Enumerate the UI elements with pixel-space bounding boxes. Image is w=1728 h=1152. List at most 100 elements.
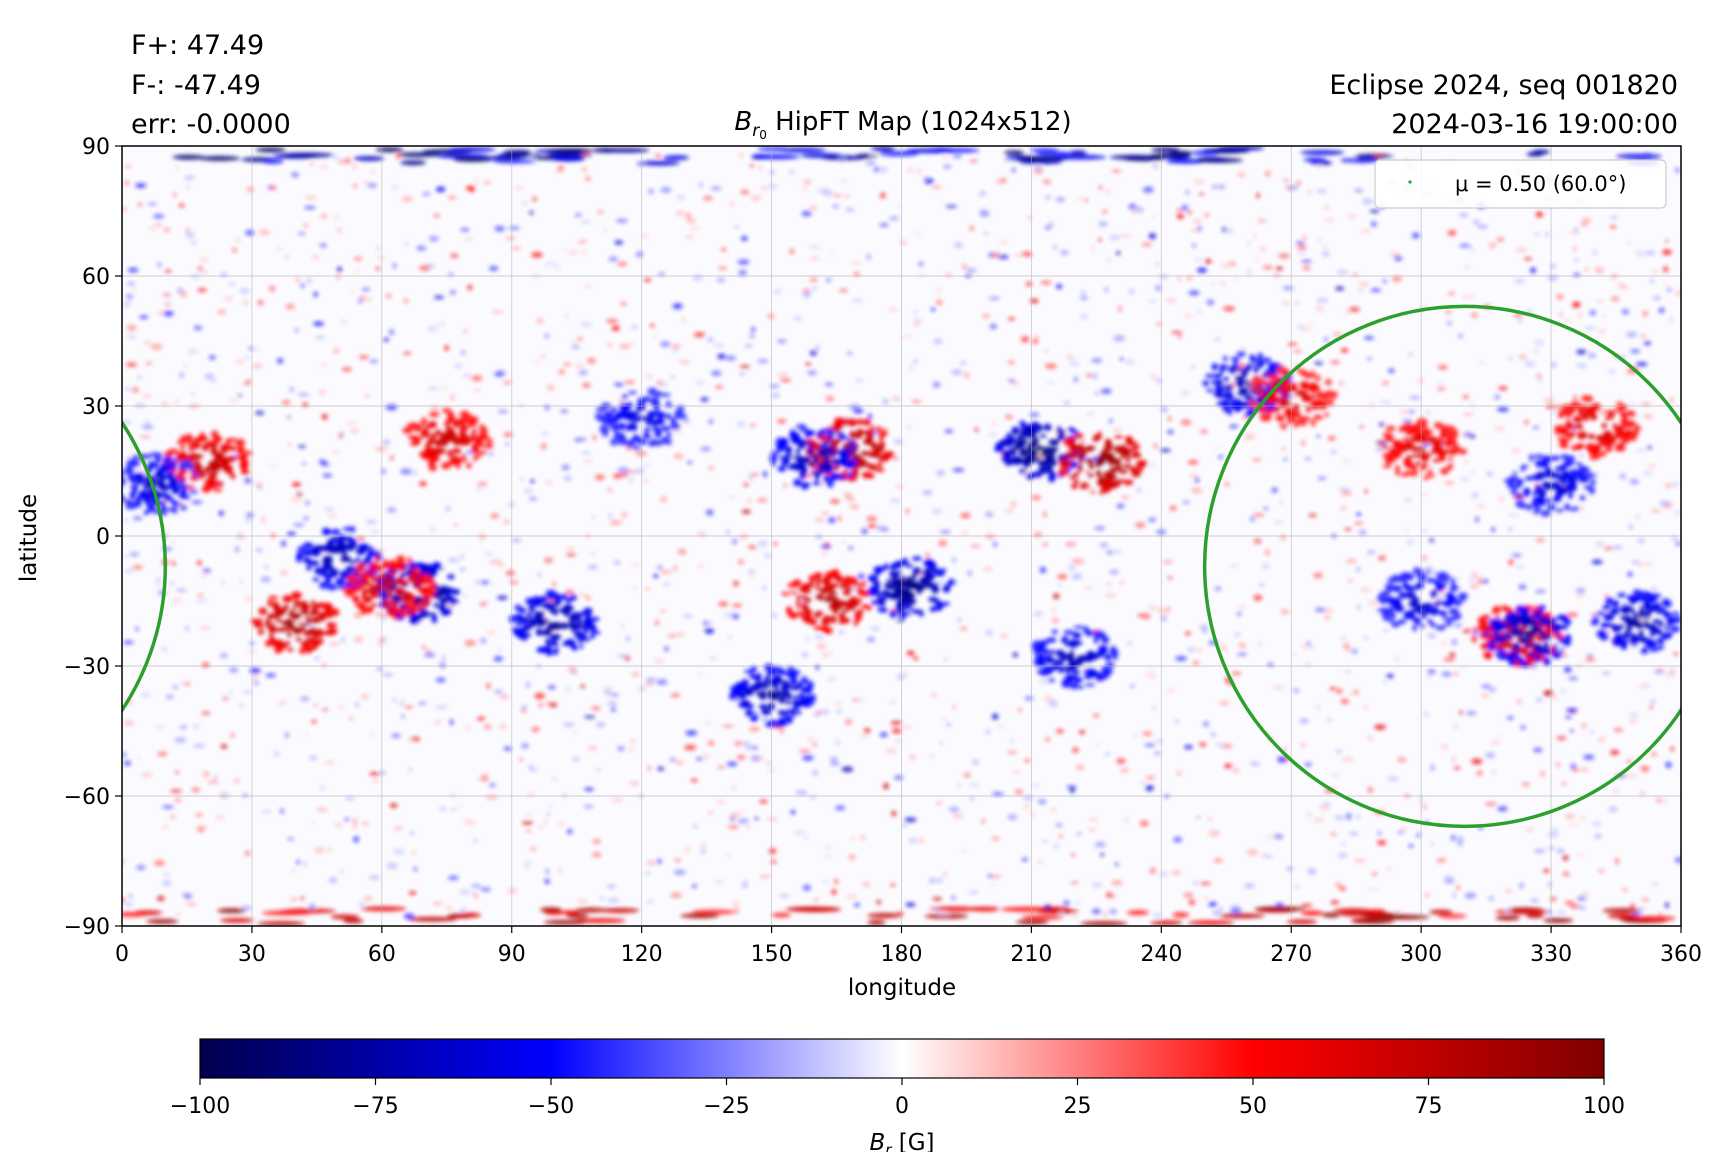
background-flux: [1636, 907, 1647, 911]
south-polar-flux: [1607, 913, 1639, 919]
active-region-flux: [777, 709, 784, 715]
background-flux: [809, 245, 821, 250]
background-flux: [1152, 163, 1159, 170]
active-region-flux: [1411, 445, 1419, 453]
background-flux: [742, 880, 749, 884]
active-region-flux: [855, 419, 864, 425]
background-flux: [1283, 457, 1288, 462]
background-flux: [161, 880, 172, 887]
background-flux: [866, 637, 876, 642]
background-flux: [699, 181, 703, 188]
background-flux: [401, 196, 413, 202]
background-flux: [979, 210, 990, 217]
active-region-flux: [466, 437, 474, 442]
active-region-flux: [1503, 636, 1512, 641]
background-flux: [1156, 321, 1162, 327]
background-flux: [981, 819, 985, 823]
background-flux: [1561, 782, 1567, 786]
background-flux: [152, 214, 165, 219]
background-flux: [265, 673, 277, 678]
background-flux: [846, 893, 858, 900]
background-flux: [1336, 688, 1343, 695]
background-flux: [360, 901, 364, 907]
active-region-flux: [848, 604, 856, 611]
background-flux: [1348, 214, 1358, 218]
active-region-flux: [187, 447, 194, 452]
background-flux: [1043, 695, 1054, 702]
active-region-flux: [871, 450, 881, 459]
background-flux: [660, 340, 671, 348]
background-flux: [547, 805, 553, 809]
background-flux: [1489, 740, 1501, 746]
background-flux: [255, 411, 265, 415]
background-flux: [660, 569, 672, 575]
active-region-flux: [267, 599, 273, 607]
active-region-flux: [843, 469, 848, 474]
background-flux: [1497, 735, 1502, 739]
background-flux: [1351, 272, 1359, 277]
background-flux: [304, 500, 311, 506]
background-flux: [1389, 252, 1401, 256]
active-region-flux: [789, 672, 796, 681]
background-flux: [1437, 365, 1448, 370]
background-flux: [352, 817, 358, 824]
background-flux: [1324, 608, 1334, 613]
active-region-flux: [774, 722, 781, 727]
active-region-flux: [310, 600, 315, 606]
background-flux: [734, 740, 743, 747]
active-region-flux: [1420, 466, 1426, 472]
background-flux: [1246, 849, 1259, 856]
background-flux: [1335, 286, 1345, 291]
active-region-flux: [1415, 461, 1421, 466]
active-region-flux: [443, 421, 450, 426]
background-flux: [1139, 781, 1147, 785]
active-region-flux: [1660, 610, 1669, 615]
background-flux: [1316, 298, 1329, 303]
background-flux: [1470, 583, 1478, 589]
north-polar-flux: [870, 146, 895, 152]
background-flux: [1044, 225, 1052, 230]
active-region-flux: [403, 612, 413, 616]
background-flux: [922, 490, 933, 495]
background-flux: [255, 547, 263, 553]
active-region-flux: [823, 446, 830, 453]
background-flux: [324, 507, 335, 512]
active-region-flux: [1405, 455, 1415, 459]
background-flux: [186, 228, 190, 233]
background-flux: [552, 266, 563, 269]
background-flux: [969, 159, 978, 163]
background-flux: [185, 231, 195, 238]
active-region-flux: [589, 633, 595, 640]
active-region-flux: [1492, 626, 1503, 633]
background-flux: [934, 581, 947, 585]
background-flux: [1193, 881, 1199, 885]
active-region-flux: [769, 454, 778, 462]
background-flux: [1096, 743, 1101, 747]
background-flux: [353, 636, 364, 643]
south-polar-flux: [1126, 910, 1149, 916]
active-region-flux: [1593, 443, 1602, 451]
background-flux: [1449, 652, 1456, 657]
background-flux: [484, 599, 489, 606]
active-region-flux: [600, 424, 609, 431]
active-region-flux: [627, 390, 638, 395]
background-flux: [1429, 538, 1435, 543]
background-flux: [1170, 331, 1183, 334]
north-polar-flux: [1303, 157, 1326, 163]
active-region-flux: [310, 640, 320, 645]
background-flux: [185, 682, 190, 686]
background-flux: [891, 810, 897, 817]
background-flux: [879, 732, 888, 737]
background-flux: [1148, 233, 1157, 240]
active-region-flux: [1510, 628, 1518, 635]
active-region-flux: [1647, 597, 1655, 604]
active-region-flux: [457, 438, 469, 445]
background-flux: [1229, 564, 1239, 568]
active-region-flux: [870, 442, 877, 448]
active-region-flux: [792, 590, 797, 595]
active-region-flux: [813, 626, 824, 631]
active-region-flux: [898, 611, 909, 618]
background-flux: [1142, 186, 1154, 193]
background-flux: [1652, 296, 1662, 300]
background-flux: [1677, 860, 1681, 866]
